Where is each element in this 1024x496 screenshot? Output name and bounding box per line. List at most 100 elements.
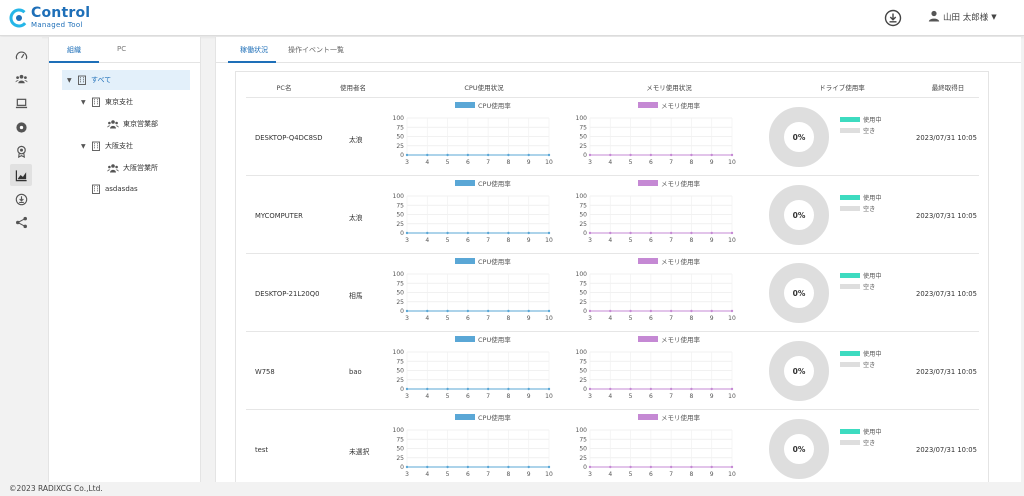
memory-data-point xyxy=(669,465,673,469)
memory-chart: メモリ使用率 100 75 50 25 03 4 5 6 7 8 9 10 xyxy=(576,179,736,244)
cpu-data-point xyxy=(486,465,490,469)
pc-name-cell: DESKTOP-Q4DC8SD xyxy=(255,134,323,142)
tab-indicator xyxy=(228,61,276,63)
drive-free-legend-label: 空き xyxy=(863,127,875,135)
memory-legend-swatch xyxy=(638,336,658,342)
memory-data-point xyxy=(588,309,592,313)
memory-y-tick: 25 xyxy=(579,143,587,150)
cpu-chart: CPU使用率 100 75 50 25 03 4 5 6 7 8 9 10 xyxy=(393,413,553,478)
memory-legend-swatch xyxy=(638,180,658,186)
tree-node-all[interactable]: ▼ すべて xyxy=(62,70,190,90)
tab-organization[interactable]: 組織 xyxy=(67,46,81,54)
table-row[interactable]: CPU使用率 100 75 50 25 0 3 4 5 6 7 8 9 10 メモリ使用率 100 75 50 25… xyxy=(246,331,979,409)
memory-data-point xyxy=(629,387,632,391)
memory-x-tick: 5 xyxy=(629,393,633,400)
cpu-data-point xyxy=(547,153,551,157)
tree-node-tokyo-sales[interactable]: 東京営業部 xyxy=(107,114,158,134)
drive-percent-label: 0% xyxy=(793,133,806,142)
tree-node-osaka-sales[interactable]: 大阪営業所 xyxy=(107,158,158,178)
col-user-name: 使用者名 xyxy=(340,84,366,92)
memory-data-point xyxy=(730,231,734,235)
memory-x-tick: 7 xyxy=(669,315,673,322)
memory-data-point xyxy=(690,309,693,313)
memory-data-point xyxy=(730,465,734,469)
memory-data-point xyxy=(730,153,734,157)
download-circle-icon[interactable] xyxy=(12,190,30,208)
org-tree-panel: 組織 PC ▼ すべて ▼ 東京支社 東京営業部 ▼ 大阪支社 大阪営業所 as… xyxy=(48,37,201,482)
memory-legend-swatch xyxy=(638,414,658,420)
drive-free-legend-label: 空き xyxy=(863,205,875,213)
last-acquired-cell: 2023/07/31 10:05 xyxy=(916,290,977,298)
tree-node-tokyo-branch[interactable]: ▼ 東京支社 xyxy=(81,92,133,112)
cpu-y-tick: 0 xyxy=(400,152,404,159)
cpu-x-tick: 5 xyxy=(446,159,450,166)
download-icon[interactable] xyxy=(884,9,902,27)
memory-data-point xyxy=(730,387,734,391)
cpu-data-point xyxy=(466,231,470,235)
table-row[interactable]: CPU使用率 100 75 50 25 0 3 4 5 6 7 8 9 10 メモリ使用率 100 75 50 25… xyxy=(246,175,979,253)
tree-node-osaka-branch[interactable]: ▼ 大阪支社 xyxy=(81,136,133,156)
app-header: Control Managed Tool 山田 太郎様 ▼ xyxy=(0,0,1024,36)
app-logo[interactable]: Control Managed Tool xyxy=(9,5,109,30)
share-icon[interactable] xyxy=(12,213,30,231)
user-menu[interactable]: 山田 太郎様 ▼ xyxy=(928,10,997,26)
last-acquired-cell: 2023/07/31 10:05 xyxy=(916,368,977,376)
memory-data-point xyxy=(629,465,632,469)
cpu-x-tick: 6 xyxy=(466,393,470,400)
cpu-x-tick: 7 xyxy=(486,393,490,400)
memory-legend-label: メモリ使用率 xyxy=(661,413,701,422)
cpu-data-point xyxy=(547,387,551,391)
dashboard-icon[interactable] xyxy=(12,47,30,65)
cpu-data-point xyxy=(405,309,409,313)
drive-used-legend-swatch xyxy=(840,273,860,278)
cpu-legend-swatch xyxy=(455,336,475,342)
drive-free-legend-label: 空き xyxy=(863,439,875,447)
award-icon[interactable] xyxy=(12,142,30,160)
cpu-y-tick: 50 xyxy=(396,134,404,141)
users-icon[interactable] xyxy=(12,70,30,88)
memory-data-point xyxy=(609,231,612,235)
tree-node-asdasdas[interactable]: asdasdas xyxy=(91,179,138,199)
cpu-legend-swatch xyxy=(455,180,475,186)
cpu-x-tick: 7 xyxy=(486,159,490,166)
table-row[interactable]: CPU使用率 100 75 50 25 0 3 4 5 6 7 8 9 10 メモリ使用率 100 75 50 25… xyxy=(246,97,979,175)
memory-data-point xyxy=(710,231,713,235)
memory-x-tick: 3 xyxy=(588,393,592,400)
cpu-y-tick: 0 xyxy=(400,464,404,471)
pc-name-cell: MYCOMPUTER xyxy=(255,212,303,220)
cpu-y-tick: 100 xyxy=(393,193,405,200)
cpu-x-tick: 6 xyxy=(466,471,470,478)
memory-y-tick: 50 xyxy=(579,134,587,141)
tab-pc[interactable]: PC xyxy=(117,45,127,53)
disc-icon[interactable] xyxy=(12,118,30,136)
drive-free-slice xyxy=(769,263,829,323)
memory-y-tick: 25 xyxy=(579,299,587,306)
memory-x-tick: 7 xyxy=(669,471,673,478)
pc-name-cell: W758 xyxy=(255,368,275,376)
table-row[interactable]: CPU使用率 100 75 50 25 0 3 4 5 6 7 8 9 10 メモリ使用率 100 75 50 25… xyxy=(246,253,979,331)
memory-chart: メモリ使用率 100 75 50 25 03 4 5 6 7 8 9 10 xyxy=(576,335,736,400)
tab-operation-status[interactable]: 稼働状況 xyxy=(240,46,268,54)
memory-x-tick: 6 xyxy=(649,237,653,244)
cpu-x-tick: 4 xyxy=(425,471,429,478)
cpu-x-tick: 4 xyxy=(425,315,429,322)
memory-data-point xyxy=(629,153,632,157)
app-subtitle: Managed Tool xyxy=(31,21,83,29)
memory-x-tick: 10 xyxy=(728,471,736,478)
memory-data-point xyxy=(649,387,653,391)
laptop-icon[interactable] xyxy=(12,94,30,112)
building-icon xyxy=(92,184,100,194)
cpu-y-tick: 0 xyxy=(400,386,404,393)
cpu-data-point xyxy=(486,387,490,391)
chart-icon[interactable] xyxy=(10,164,32,186)
user-icon xyxy=(928,10,940,22)
memory-data-point xyxy=(588,465,592,469)
tree-node-label: 東京営業部 xyxy=(123,120,158,128)
memory-x-tick: 8 xyxy=(690,393,694,400)
cpu-data-point xyxy=(547,309,551,313)
table-row[interactable]: CPU使用率 100 75 50 25 0 3 4 5 6 7 8 9 10 メモリ使用率 100 75 50 25… xyxy=(246,409,979,482)
memory-y-tick: 0 xyxy=(583,386,587,393)
tab-operation-events[interactable]: 操作イベント一覧 xyxy=(288,46,344,54)
